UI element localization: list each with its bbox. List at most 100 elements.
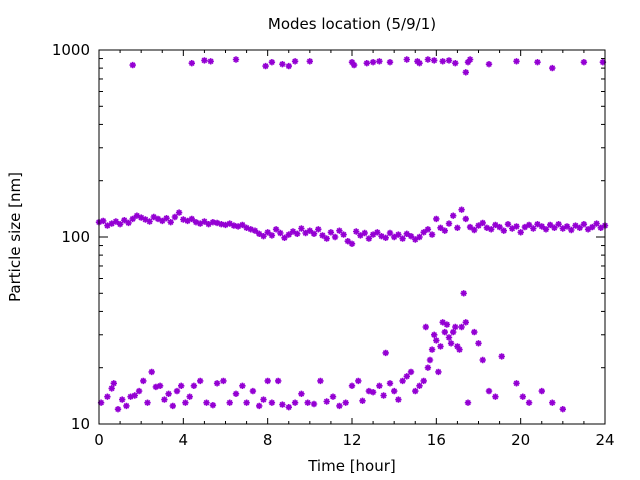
asterisk-marker [239, 382, 246, 389]
asterisk-marker [563, 223, 571, 230]
asterisk-marker [519, 393, 526, 400]
asterisk-marker [439, 319, 446, 326]
asterisk-marker [169, 402, 177, 410]
data-point [492, 393, 499, 400]
asterisk-marker [110, 380, 118, 387]
asterisk-marker [256, 230, 263, 238]
data-point [441, 328, 448, 336]
asterisk-marker [538, 387, 545, 395]
data-point [323, 398, 330, 405]
data-point [279, 401, 286, 408]
data-point [445, 334, 453, 341]
asterisk-marker [365, 235, 373, 242]
data-point [268, 232, 276, 239]
data-point [146, 218, 153, 225]
data-point [348, 240, 356, 248]
data-point [304, 399, 311, 406]
data-point [551, 224, 558, 232]
data-point [426, 356, 434, 364]
data-point [454, 343, 461, 350]
data-point [355, 377, 362, 385]
asterisk-marker [437, 343, 444, 350]
data-point [382, 349, 389, 357]
data-point [559, 406, 566, 413]
data-point [452, 323, 459, 331]
data-point [298, 390, 305, 397]
asterisk-marker [315, 226, 322, 233]
y-tick-label: 100 [61, 228, 90, 246]
data-point [424, 56, 432, 63]
asterisk-marker [492, 221, 499, 229]
data-point [133, 212, 141, 219]
asterisk-marker [357, 232, 364, 239]
asterisk-marker [310, 230, 318, 238]
asterisk-marker [496, 223, 503, 231]
data-point [559, 225, 566, 232]
data-point [264, 229, 271, 236]
data-point [196, 377, 204, 385]
data-point [262, 62, 269, 70]
asterisk-marker [279, 60, 286, 68]
asterisk-marker [530, 225, 537, 232]
data-point [148, 368, 155, 376]
data-point [340, 231, 347, 238]
data-point [443, 321, 451, 328]
asterisk-marker [123, 402, 130, 410]
data-point [458, 323, 465, 331]
data-point [428, 231, 436, 238]
data-point [456, 346, 463, 353]
asterisk-marker [104, 222, 111, 229]
asterisk-marker [350, 61, 358, 69]
data-point [424, 364, 432, 371]
asterisk-marker [165, 390, 172, 397]
data-point [188, 60, 196, 67]
x-tick-label: 8 [263, 431, 273, 449]
data-point [500, 227, 507, 234]
data-point [488, 226, 495, 233]
asterisk-marker [420, 377, 427, 385]
data-point [150, 213, 158, 221]
data-point [209, 218, 217, 226]
asterisk-marker [416, 233, 423, 241]
asterisk-marker [509, 225, 516, 232]
data-point [207, 58, 214, 65]
data-point [279, 60, 286, 68]
asterisk-marker [424, 56, 432, 63]
data-point [348, 382, 356, 389]
data-point [416, 60, 423, 67]
asterisk-marker [525, 399, 533, 406]
asterisk-marker [251, 227, 259, 234]
asterisk-marker [471, 328, 478, 336]
asterisk-marker [420, 229, 427, 236]
data-point [549, 64, 556, 72]
asterisk-marker [144, 399, 151, 406]
data-point [190, 382, 198, 389]
asterisk-marker [369, 59, 377, 66]
data-point [275, 377, 282, 385]
asterisk-marker [150, 213, 158, 221]
data-point [232, 56, 240, 63]
asterisk-marker [376, 58, 383, 65]
asterisk-marker [203, 399, 210, 406]
asterisk-marker [323, 398, 330, 405]
data-point [342, 399, 349, 406]
data-point [433, 337, 440, 344]
x-tick-label: 20 [511, 431, 530, 449]
asterisk-marker [416, 382, 423, 389]
data-point [534, 220, 541, 228]
asterisk-marker [192, 218, 200, 226]
asterisk-marker [196, 220, 204, 227]
asterisk-marker [310, 400, 318, 408]
data-point [475, 222, 482, 229]
data-point [399, 377, 406, 385]
asterisk-marker [376, 382, 383, 389]
asterisk-marker [201, 57, 208, 64]
asterisk-marker [485, 60, 493, 68]
data-point [163, 214, 170, 222]
asterisk-marker [542, 226, 550, 233]
data-point [538, 223, 545, 230]
data-point [519, 393, 526, 400]
data-point [424, 226, 432, 233]
asterisk-marker [424, 226, 432, 233]
asterisk-marker [344, 237, 351, 245]
